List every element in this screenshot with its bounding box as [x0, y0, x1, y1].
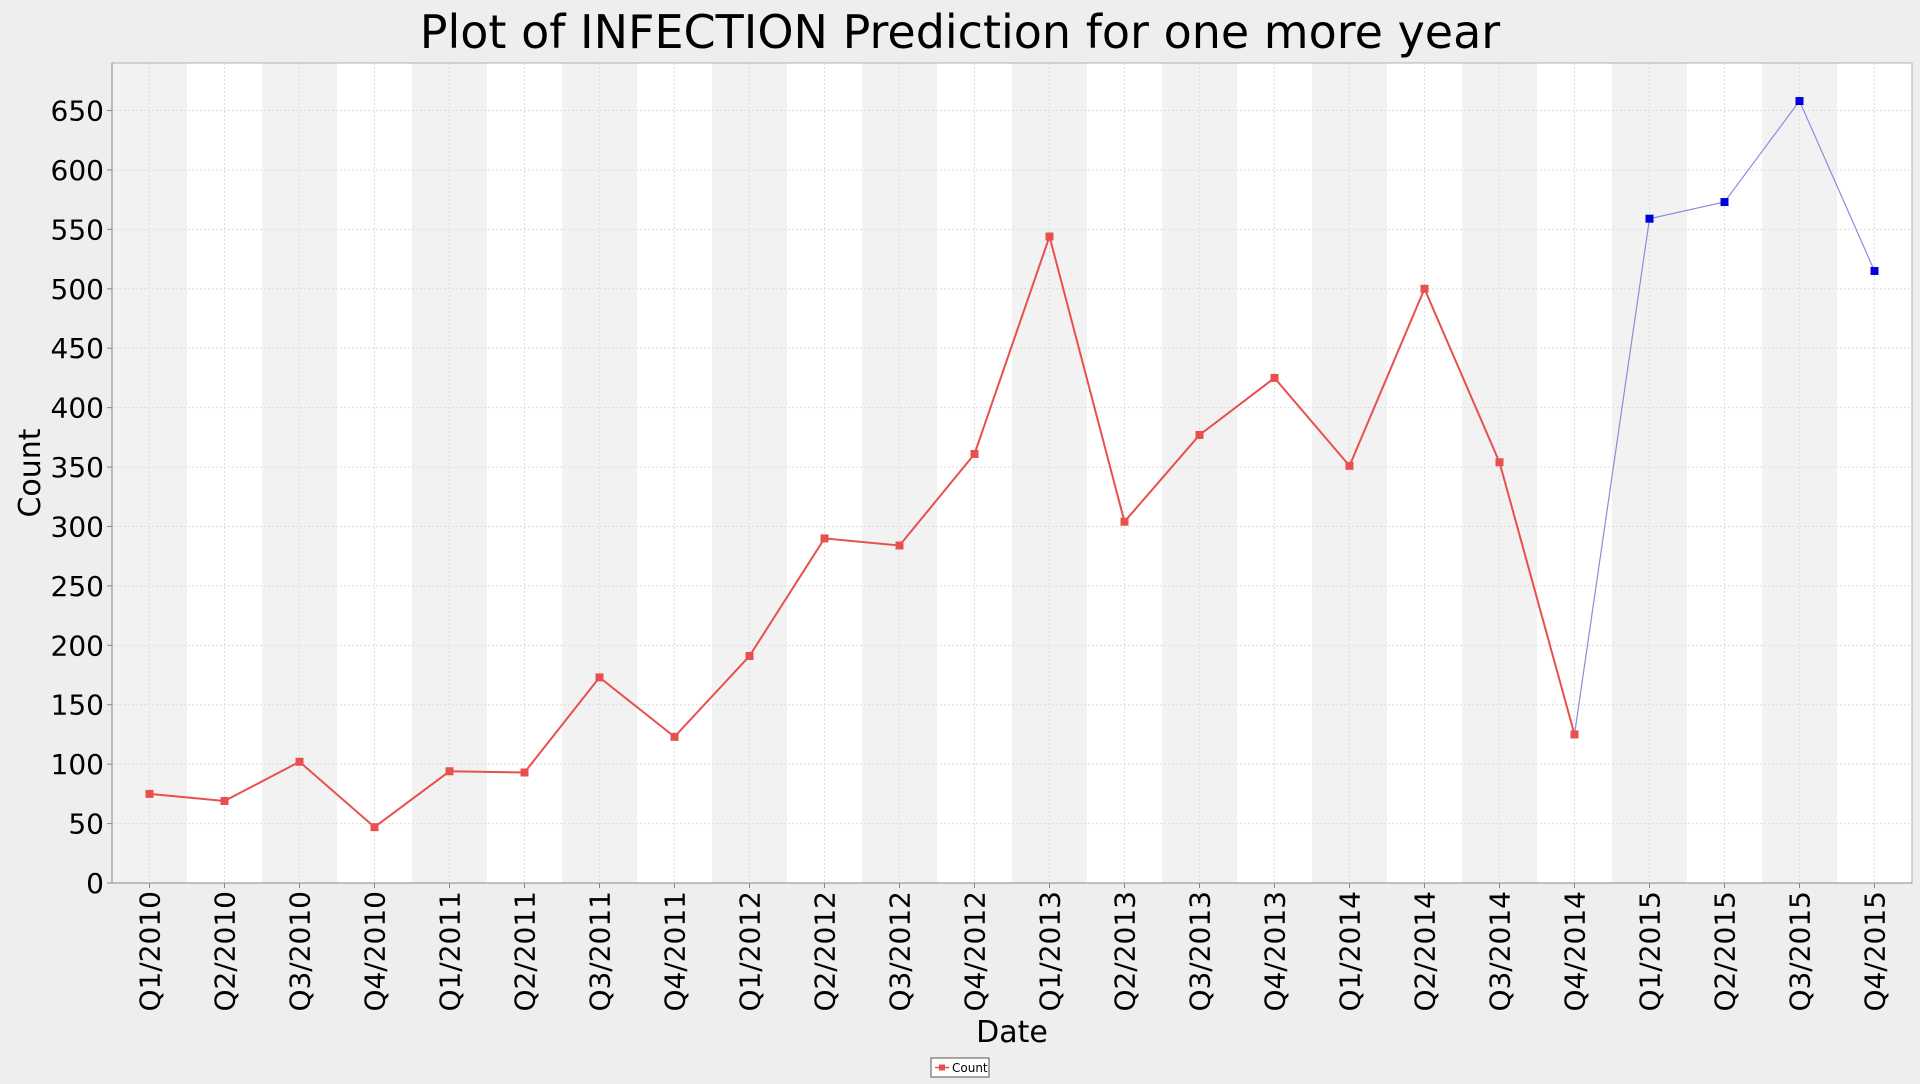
data-point [1870, 266, 1879, 275]
x-tick-label: Q1/2015 [1634, 891, 1667, 1012]
plot-background [112, 63, 1912, 883]
x-tick-label: Q4/2011 [659, 891, 692, 1012]
x-tick-label: Q1/2014 [1334, 891, 1367, 1012]
y-axis-label: Count [13, 428, 48, 517]
y-tick-label: 100 [51, 748, 104, 781]
x-tick-label: Q2/2011 [509, 891, 542, 1012]
data-point [220, 797, 229, 805]
x-axis-ticks: Q1/2010 Q2/2010 Q3/2010 Q4/2010 Q1/2011 Q2/20… [134, 883, 1892, 1012]
data-point [520, 768, 529, 777]
legend-box [930, 1057, 990, 1078]
x-tick-label: Q3/2015 [1784, 891, 1817, 1012]
data-point [970, 449, 979, 458]
x-tick-label: Q1/2012 [734, 891, 767, 1012]
x-tick-label: Q4/2012 [959, 891, 992, 1012]
x-tick-label: Q4/2015 [1859, 891, 1892, 1012]
data-point [295, 757, 304, 766]
data-point [595, 673, 604, 682]
y-tick-label: 200 [51, 629, 104, 662]
x-tick-label: Q3/2012 [884, 891, 917, 1012]
x-axis-label: Date [976, 1015, 1048, 1050]
y-tick-label: 600 [51, 154, 104, 187]
y-axis-ticks: 0 50 100 150 200 250 300 350 400 450 500 550 600 650 [51, 95, 112, 900]
data-point [1570, 730, 1579, 739]
data-point [670, 732, 679, 741]
data-point [745, 652, 754, 661]
data-point [145, 789, 154, 798]
data-point [895, 541, 904, 550]
legend: Count [930, 1057, 990, 1078]
chart-title: Plot of INFECTION Prediction for one mor… [420, 5, 1501, 59]
x-tick-label: Q3/2010 [284, 891, 317, 1012]
data-point [445, 767, 454, 776]
y-tick-label: 300 [51, 510, 104, 543]
data-point [1720, 198, 1729, 207]
x-tick-label: Q2/2012 [809, 891, 842, 1012]
data-point [820, 534, 829, 543]
y-tick-label: 650 [51, 95, 104, 128]
data-point [370, 823, 379, 832]
y-tick-label: 500 [51, 273, 104, 306]
legend-label: Count [952, 1061, 988, 1075]
y-tick-label: 50 [68, 808, 104, 841]
x-tick-label: Q4/2013 [1259, 891, 1292, 1012]
data-point [1120, 517, 1129, 526]
legend-swatch-marker [939, 1064, 945, 1071]
y-tick-label: 450 [51, 332, 104, 365]
series-line-0 [149, 233, 1576, 829]
x-tick-label: Q1/2011 [434, 891, 467, 1012]
x-tick-label: Q3/2011 [584, 891, 617, 1012]
x-tick-label: Q4/2010 [359, 891, 392, 1012]
y-tick-label: 150 [51, 689, 104, 722]
series-points [145, 97, 1879, 832]
x-tick-label: Q1/2013 [1034, 891, 1067, 1012]
data-point [1420, 284, 1429, 293]
data-point [1495, 458, 1504, 467]
y-tick-label: 350 [51, 451, 104, 484]
x-tick-label: Q2/2015 [1709, 891, 1742, 1012]
x-tick-label: Q2/2014 [1409, 891, 1442, 1012]
x-tick-label: Q2/2010 [209, 891, 242, 1012]
x-tick-label: Q3/2014 [1484, 891, 1517, 1012]
data-point [1345, 461, 1354, 470]
x-tick-label: Q3/2013 [1184, 891, 1217, 1012]
x-tick-label: Q1/2010 [134, 891, 167, 1012]
data-point [1195, 430, 1204, 439]
data-point [1795, 97, 1804, 106]
y-tick-label: 550 [51, 213, 104, 246]
data-point [1645, 214, 1654, 223]
x-tick-label: Q2/2013 [1109, 891, 1142, 1012]
y-tick-label: 250 [51, 570, 104, 603]
x-tick-label: Q4/2014 [1559, 891, 1592, 1012]
axes [111, 62, 1913, 884]
y-tick-label: 0 [86, 867, 104, 900]
data-point [1045, 232, 1054, 241]
data-point [1270, 373, 1279, 382]
y-tick-label: 400 [51, 392, 104, 425]
